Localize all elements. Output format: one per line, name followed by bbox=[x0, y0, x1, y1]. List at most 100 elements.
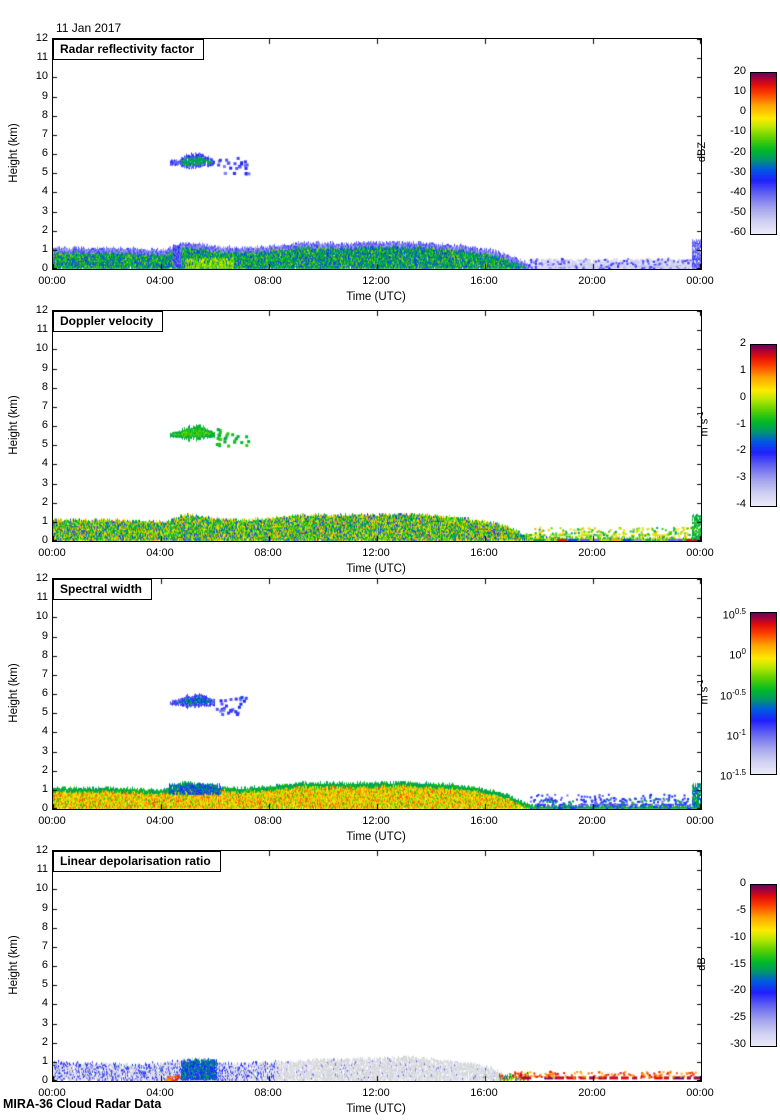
panel-title: Linear depolarisation ratio bbox=[53, 851, 221, 872]
colorbar-gradient bbox=[751, 613, 776, 774]
y-tick-label: 9 bbox=[41, 361, 48, 374]
y-tick-label: 0 bbox=[41, 262, 48, 274]
y-tick-label: 8 bbox=[41, 108, 48, 121]
x-tick-label: 20:00 bbox=[578, 1087, 606, 1099]
colorbar-tick-label: -5 bbox=[736, 903, 746, 916]
panel-spectral-width: Height (km) Spectral width Time (UTC) m … bbox=[0, 572, 780, 878]
y-tick-label: 6 bbox=[41, 687, 48, 699]
x-tick-label: 08:00 bbox=[254, 275, 282, 287]
colorbar-tick-label: -10 bbox=[730, 125, 746, 138]
x-axis-label: Time (UTC) bbox=[346, 563, 406, 575]
x-tick-label: 12:00 bbox=[362, 1087, 390, 1099]
x-tick-label: 04:00 bbox=[146, 275, 174, 287]
colorbar-tick-label: -20 bbox=[730, 145, 746, 158]
colorbar-tick-label: -25 bbox=[730, 1011, 746, 1024]
x-tick-label: 16:00 bbox=[470, 815, 498, 827]
y-tick-label: 7 bbox=[41, 939, 48, 952]
plot-area-ldr: Linear depolarisation ratio bbox=[52, 850, 702, 1082]
y-tick-label: 12 bbox=[35, 572, 48, 584]
x-tick-label: 00:00 bbox=[686, 547, 714, 559]
y-tick-label: 5 bbox=[41, 438, 48, 451]
x-tick-label: 16:00 bbox=[470, 547, 498, 559]
colorbar-tick-label: -10 bbox=[730, 930, 746, 943]
y-tick-label: 7 bbox=[41, 127, 48, 140]
colorbar-reflectivity bbox=[750, 72, 777, 235]
y-tick-label: 4 bbox=[41, 725, 48, 738]
panel-reflectivity: Height (km) Radar reflectivity factor Ti… bbox=[0, 32, 780, 338]
colorbar-tick-label: -60 bbox=[730, 226, 746, 238]
colorbar-tick-label: 0 bbox=[739, 390, 746, 403]
x-tick-label: 04:00 bbox=[146, 815, 174, 827]
y-tick-label: 3 bbox=[41, 476, 48, 489]
date-label: 11 Jan 2017 bbox=[56, 21, 122, 35]
y-tick-label: 2 bbox=[41, 495, 48, 508]
x-tick-label: 00:00 bbox=[686, 815, 714, 827]
y-tick-label: 3 bbox=[41, 1016, 48, 1029]
x-axis-label: Time (UTC) bbox=[346, 831, 406, 843]
y-tick-label: 8 bbox=[41, 920, 48, 933]
x-axis-label: Time (UTC) bbox=[346, 1103, 406, 1115]
colorbar-gradient bbox=[751, 885, 776, 1046]
y-tick-label: 7 bbox=[41, 399, 48, 412]
colorbar-tick-label: 10-1 bbox=[726, 727, 746, 743]
x-tick-label: 04:00 bbox=[146, 1087, 174, 1099]
plot-area-doppler-velocity: Doppler velocity bbox=[52, 310, 702, 542]
y-tick-label: 5 bbox=[41, 978, 48, 991]
y-tick-label: 11 bbox=[36, 591, 48, 604]
colorbar-tick-label: 20 bbox=[733, 65, 746, 77]
heatmap-canvas-reflectivity bbox=[53, 39, 701, 269]
colorbar-tick-label: 100 bbox=[729, 647, 746, 662]
y-tick-label: 9 bbox=[41, 89, 48, 102]
x-tick-label: 00:00 bbox=[38, 815, 66, 827]
y-tick-label: 2 bbox=[41, 763, 48, 776]
colorbar-tick-label: 10-0.5 bbox=[719, 687, 746, 703]
y-tick-label: 5 bbox=[41, 166, 48, 179]
y-tick-label: 0 bbox=[41, 802, 48, 814]
colorbar-ldr bbox=[750, 884, 777, 1047]
heatmap-canvas-doppler-velocity bbox=[53, 311, 701, 541]
colorbar-tick-label: -3 bbox=[736, 471, 746, 484]
y-tick-label: 10 bbox=[35, 342, 48, 355]
y-tick-label: 2 bbox=[41, 1035, 48, 1048]
panel-title: Radar reflectivity factor bbox=[53, 39, 205, 60]
y-tick-label: 1 bbox=[41, 514, 48, 527]
colorbar-tick-label: -4 bbox=[736, 498, 746, 510]
colorbar-tick-label: -20 bbox=[730, 984, 746, 997]
x-tick-label: 20:00 bbox=[578, 275, 606, 287]
y-tick-label: 4 bbox=[41, 457, 48, 470]
panel-doppler-velocity: Height (km) Doppler velocity Time (UTC) … bbox=[0, 304, 780, 610]
x-tick-label: 08:00 bbox=[254, 815, 282, 827]
colorbar-tick-label: -15 bbox=[730, 957, 746, 970]
colorbar-tick-label: 10-1.5 bbox=[719, 768, 746, 783]
colorbar-tick-label: -30 bbox=[730, 165, 746, 178]
y-tick-label: 1 bbox=[41, 782, 48, 795]
x-tick-label: 08:00 bbox=[254, 547, 282, 559]
y-tick-label: 10 bbox=[35, 882, 48, 895]
x-tick-label: 00:00 bbox=[38, 547, 66, 559]
y-tick-label: 10 bbox=[35, 610, 48, 623]
colorbar-tick-label: 100.5 bbox=[722, 607, 746, 622]
heatmap-canvas-spectral-width bbox=[53, 579, 701, 809]
colorbar-tick-label: -2 bbox=[736, 444, 746, 457]
x-tick-label: 00:00 bbox=[38, 1087, 66, 1099]
colorbar-gradient bbox=[751, 345, 776, 506]
y-tick-label: 2 bbox=[41, 223, 48, 236]
colorbar-tick-label: 10 bbox=[733, 85, 746, 98]
y-tick-label: 1 bbox=[41, 1054, 48, 1067]
y-tick-label: 12 bbox=[35, 844, 48, 856]
panel-title: Spectral width bbox=[53, 579, 153, 600]
y-tick-label: 8 bbox=[41, 648, 48, 661]
y-tick-label: 12 bbox=[35, 304, 48, 316]
x-tick-label: 16:00 bbox=[470, 275, 498, 287]
y-tick-label: 1 bbox=[41, 242, 48, 255]
plot-area-reflectivity: Radar reflectivity factor bbox=[52, 38, 702, 270]
y-tick-label: 7 bbox=[41, 667, 48, 680]
instrument-label: MIRA-36 Cloud Radar Data bbox=[3, 1097, 162, 1111]
colorbar-doppler-velocity bbox=[750, 344, 777, 507]
x-tick-label: 20:00 bbox=[578, 815, 606, 827]
x-tick-label: 12:00 bbox=[362, 547, 390, 559]
y-tick-label: 6 bbox=[41, 419, 48, 431]
y-tick-label: 11 bbox=[36, 323, 48, 336]
y-tick-label: 3 bbox=[41, 204, 48, 217]
colorbar-spectral-width bbox=[750, 612, 777, 775]
